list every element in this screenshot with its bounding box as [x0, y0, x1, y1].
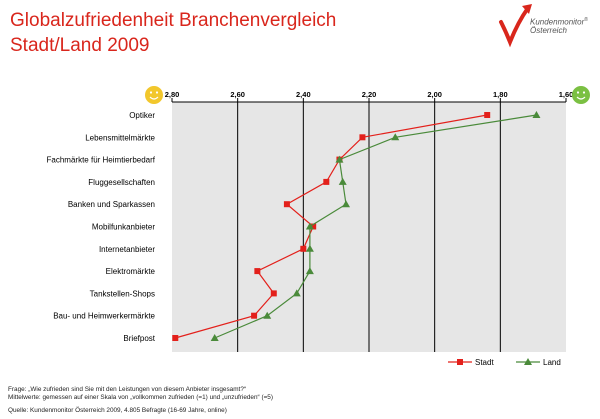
legend-label-stadt: Stadt: [475, 358, 494, 367]
data-point-stadt: [283, 201, 290, 208]
category-label: Fluggesellschaften: [88, 178, 155, 187]
smiley-eye: [582, 91, 586, 94]
footnote-source: Quelle: Kundenmonitor Österreich 2009, 4…: [8, 407, 227, 414]
data-point-stadt: [484, 112, 491, 118]
data-point-land: [263, 311, 272, 319]
data-point-land: [305, 244, 314, 252]
category-label: Fachmärkte für Heimtierbedarf: [47, 156, 156, 165]
x-tick-label: 2,00: [427, 90, 442, 99]
category-label: Lebensmittelmärkte: [85, 133, 155, 142]
kundenmonitor-logo: [499, 4, 532, 48]
category-label: Optiker: [129, 111, 155, 120]
smiley-mouth: [149, 96, 159, 100]
x-tick-label: 2,60: [230, 90, 245, 99]
category-label: Tankstellen-Shops: [90, 289, 155, 298]
smiley-eye: [149, 91, 153, 94]
logo-arrow-tip: [522, 4, 532, 14]
smiley-face-icon: [145, 86, 163, 104]
data-point-land: [305, 267, 314, 275]
footnote-question: Frage: „Wie zufrieden sind Sie mit den L…: [8, 386, 246, 393]
legend-label-land: Land: [543, 358, 561, 367]
data-point-stadt: [323, 178, 330, 185]
x-tick-label: 2,20: [362, 90, 377, 99]
footnote-scale: Mittelwerte: gemessen auf einer Skala vo…: [8, 394, 273, 401]
smiley-face-icon: [572, 86, 590, 104]
category-label: Internetanbieter: [99, 245, 155, 254]
data-point-stadt: [254, 268, 261, 275]
logo-text-line1: Kundenmonitor®: [530, 17, 588, 27]
satisfaction-chart: 2,80 2,60 2,40 2,20 2,00 1,80 1,60 Optiker Leben…: [47, 86, 590, 367]
data-point-land: [338, 177, 347, 185]
logo-check-mark: [499, 6, 530, 48]
data-point-stadt: [270, 290, 277, 297]
data-point-land: [305, 222, 314, 230]
data-point-stadt: [172, 335, 179, 341]
smiley-mouth: [576, 96, 586, 100]
legend-marker-stadt: [457, 359, 463, 365]
chart-title-line2: Stadt/Land 2009: [10, 35, 150, 56]
legend-marker-land: [524, 358, 532, 365]
category-label: Mobilfunkanbieter: [92, 223, 155, 232]
category-label: Elektromärkte: [106, 267, 156, 276]
data-point-land: [292, 289, 301, 297]
data-point-land: [210, 334, 219, 341]
data-point-land: [391, 133, 400, 141]
category-label: Bau- und Heimwerkermärkte: [53, 312, 155, 321]
logo-text-line2: Österreich: [530, 26, 567, 35]
chart-title-line1: Globalzufriedenheit Branchenvergleich: [10, 10, 337, 31]
data-point-stadt: [310, 223, 317, 230]
smiley-eye: [576, 91, 580, 94]
x-tick-label: 1,80: [493, 90, 508, 99]
data-point-stadt: [300, 245, 307, 252]
x-tick-label: 1,60: [559, 90, 574, 99]
smiley-eye: [155, 91, 159, 94]
x-tick-label: 2,80: [165, 90, 180, 99]
data-point-land: [532, 111, 541, 118]
data-point-land: [342, 200, 351, 208]
category-label: Banken und Sparkassen: [68, 200, 155, 209]
right-smiley-face-icon: [572, 86, 590, 104]
data-point-land: [335, 155, 344, 163]
data-point-stadt: [359, 134, 366, 141]
data-point-stadt: [251, 312, 258, 319]
x-tick-label: 2,40: [296, 90, 311, 99]
left-smiley-face-icon: [145, 86, 163, 104]
category-label: Briefpost: [123, 334, 155, 343]
